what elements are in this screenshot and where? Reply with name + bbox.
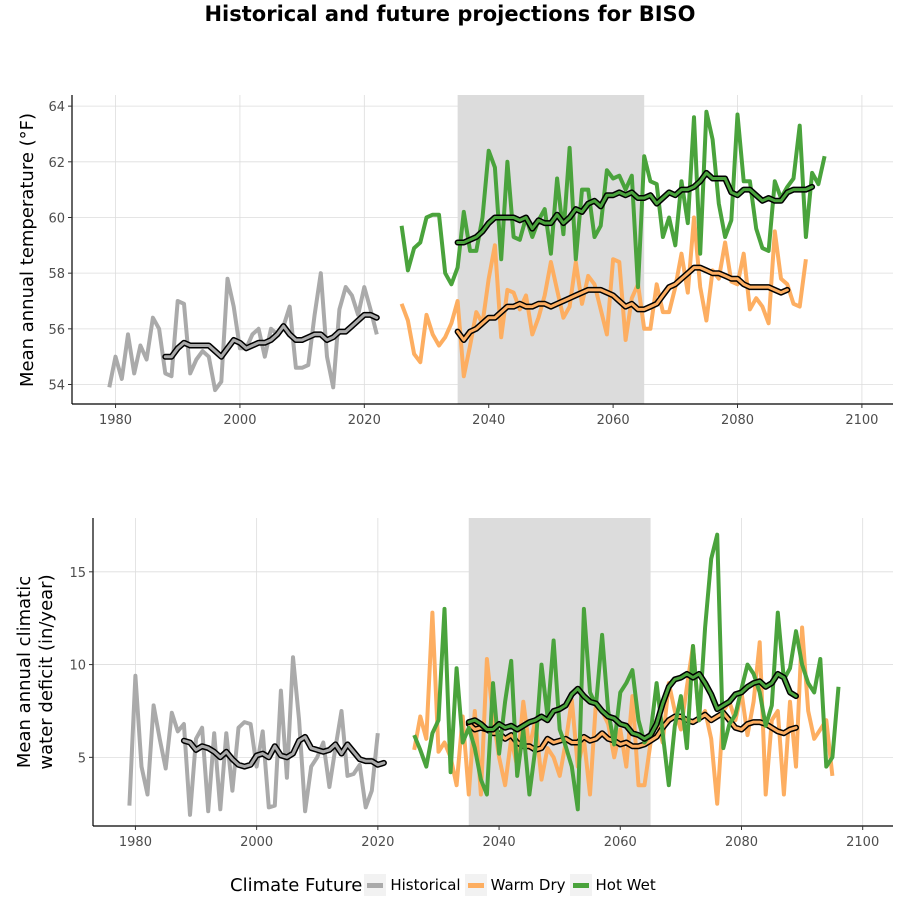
- x-tick-label: 2080: [721, 413, 754, 428]
- x-tick-label: 2060: [604, 835, 637, 850]
- x-tick-label: 2040: [483, 835, 516, 850]
- chart-title: Historical and future projections for BI…: [204, 2, 696, 26]
- x-tick-label: 2000: [240, 835, 273, 850]
- y-axis-title-line: Mean annual climatic: [14, 576, 35, 768]
- y-tick-label: 62: [48, 156, 65, 171]
- series-line-hot-wet-smoothed: [456, 171, 814, 244]
- y-tick-label: 58: [48, 267, 65, 282]
- y-tick-label: 56: [48, 323, 65, 338]
- x-tick-label: 2080: [725, 835, 758, 850]
- water-deficit-panel: 5 10 15 1980 2000 2020 2040 2060 2080 2100 Mean an…: [14, 518, 893, 850]
- series-line-historical-smoothed: [163, 313, 379, 359]
- legend-item-historical: Historical: [364, 874, 464, 896]
- y-tick-label: 5: [78, 751, 86, 766]
- series-line-historical-smoothed: [182, 735, 386, 769]
- legend-key-hot-wet: [569, 874, 592, 896]
- temperature-panel: 54 56 58 60 62 64 1980 2000 2020 2040 2060 2080 2100…: [17, 95, 893, 428]
- y-tick-label: 64: [48, 100, 65, 115]
- x-tick-label: 2100: [846, 835, 879, 850]
- x-tick-label: 2000: [223, 413, 256, 428]
- legend-item-warm-dry: Warm Dry: [464, 874, 570, 896]
- legend-label-warm-dry: Warm Dry: [490, 876, 566, 894]
- x-tick-label: 1980: [119, 835, 152, 850]
- legend-title: Climate Future: [230, 874, 363, 896]
- shaded-period: [468, 518, 651, 826]
- x-tick-label: 2020: [361, 835, 394, 850]
- series-line-warm-dry-smoothed: [456, 266, 789, 342]
- legend-key-historical: [364, 874, 387, 896]
- x-tick-label: 2020: [348, 413, 381, 428]
- y-axis-title: Mean annual climaticwater deficit (in/ye…: [14, 574, 57, 769]
- series-line-hot-wet: [399, 109, 827, 290]
- legend: Climate Future Historical Warm Dry Hot W…: [230, 872, 660, 898]
- x-tick-label: 2100: [845, 413, 878, 428]
- y-tick-label: 54: [48, 379, 65, 394]
- legend-item-hot-wet: Hot Wet: [569, 874, 660, 896]
- legend-key-warm-dry: [464, 874, 487, 896]
- y-axis-title-line: Mean annual temperature (°F): [17, 113, 38, 387]
- y-axis-title: Mean annual temperature (°F): [17, 113, 38, 387]
- y-tick-label: 60: [48, 211, 65, 226]
- series-line-hot-wet-smoothed: [467, 672, 798, 741]
- series-line-hot-wet: [412, 532, 841, 812]
- series-line-historical: [127, 655, 380, 817]
- y-axis-title-line: water deficit (in/year): [36, 574, 57, 769]
- x-tick-label: 1980: [99, 413, 132, 428]
- y-tick-label: 15: [69, 566, 86, 581]
- legend-label-hot-wet: Hot Wet: [595, 876, 656, 894]
- legend-label-historical: Historical: [390, 876, 461, 894]
- y-tick-label: 10: [69, 659, 86, 674]
- x-tick-label: 2060: [597, 413, 630, 428]
- x-tick-label: 2040: [472, 413, 505, 428]
